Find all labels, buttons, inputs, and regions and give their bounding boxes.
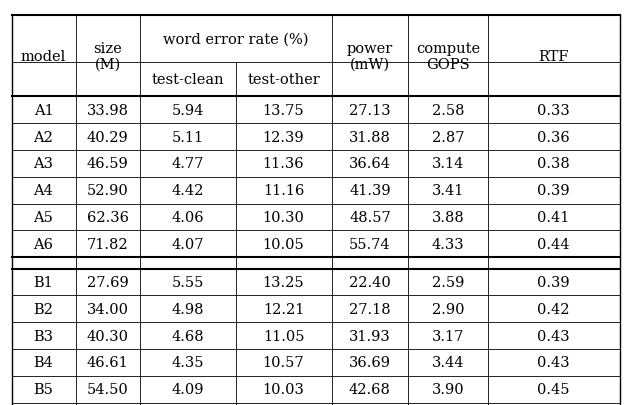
Text: 5.94: 5.94 xyxy=(172,104,204,117)
Text: power
(mW): power (mW) xyxy=(347,42,393,72)
Text: B4: B4 xyxy=(33,356,54,369)
Text: 55.74: 55.74 xyxy=(349,237,391,251)
Text: word error rate (%): word error rate (%) xyxy=(163,32,308,47)
Text: 11.05: 11.05 xyxy=(263,329,304,343)
Text: 0.33: 0.33 xyxy=(537,104,570,117)
Text: 71.82: 71.82 xyxy=(86,237,129,251)
Text: 2.90: 2.90 xyxy=(432,302,464,316)
Text: 48.57: 48.57 xyxy=(349,211,391,224)
Text: A3: A3 xyxy=(33,157,54,171)
Text: 10.03: 10.03 xyxy=(262,382,305,396)
Text: 0.41: 0.41 xyxy=(538,211,570,224)
Text: A5: A5 xyxy=(33,211,54,224)
Text: 4.06: 4.06 xyxy=(172,211,204,224)
Text: 2.87: 2.87 xyxy=(432,130,464,144)
Text: 4.77: 4.77 xyxy=(172,157,204,171)
Text: 3.14: 3.14 xyxy=(432,157,464,171)
Text: 4.07: 4.07 xyxy=(172,237,204,251)
Text: 4.42: 4.42 xyxy=(172,184,204,198)
Text: 10.05: 10.05 xyxy=(262,237,305,251)
Text: 27.18: 27.18 xyxy=(349,302,391,316)
Text: 3.17: 3.17 xyxy=(432,329,464,343)
Text: 0.42: 0.42 xyxy=(538,302,570,316)
Text: A2: A2 xyxy=(33,130,54,144)
Text: 0.43: 0.43 xyxy=(538,329,570,343)
Text: 4.09: 4.09 xyxy=(172,382,204,396)
Text: model: model xyxy=(21,50,66,64)
Text: 10.57: 10.57 xyxy=(262,356,305,369)
Text: 33.98: 33.98 xyxy=(86,104,129,117)
Text: A6: A6 xyxy=(33,237,54,251)
Text: 36.69: 36.69 xyxy=(349,356,391,369)
Text: 0.38: 0.38 xyxy=(537,157,570,171)
Text: 3.41: 3.41 xyxy=(432,184,464,198)
Text: 3.44: 3.44 xyxy=(432,356,464,369)
Text: 11.36: 11.36 xyxy=(262,157,305,171)
Text: 5.55: 5.55 xyxy=(172,275,204,289)
Text: 4.33: 4.33 xyxy=(432,237,464,251)
Text: A4: A4 xyxy=(33,184,54,198)
Text: 0.39: 0.39 xyxy=(538,275,570,289)
Text: size
(M): size (M) xyxy=(93,42,122,72)
Text: A1: A1 xyxy=(34,104,53,117)
Text: 0.43: 0.43 xyxy=(538,356,570,369)
Text: 12.39: 12.39 xyxy=(262,130,305,144)
Text: 2.59: 2.59 xyxy=(432,275,464,289)
Text: compute
GOPS: compute GOPS xyxy=(416,42,480,72)
Text: 46.61: 46.61 xyxy=(86,356,129,369)
Text: 42.68: 42.68 xyxy=(349,382,391,396)
Text: 27.69: 27.69 xyxy=(86,275,129,289)
Text: test-other: test-other xyxy=(247,73,320,87)
Text: B5: B5 xyxy=(33,382,54,396)
Text: B2: B2 xyxy=(33,302,54,316)
Text: 0.44: 0.44 xyxy=(538,237,570,251)
Text: 3.88: 3.88 xyxy=(431,211,465,224)
Text: 31.93: 31.93 xyxy=(349,329,391,343)
Text: 40.29: 40.29 xyxy=(86,130,129,144)
Text: 4.35: 4.35 xyxy=(172,356,204,369)
Text: 2.58: 2.58 xyxy=(432,104,464,117)
Text: 52.90: 52.90 xyxy=(86,184,129,198)
Text: 4.68: 4.68 xyxy=(172,329,204,343)
Text: B1: B1 xyxy=(34,275,53,289)
Text: 62.36: 62.36 xyxy=(86,211,129,224)
Text: 31.88: 31.88 xyxy=(349,130,391,144)
Text: 12.21: 12.21 xyxy=(263,302,304,316)
Text: 27.13: 27.13 xyxy=(349,104,391,117)
Text: 3.90: 3.90 xyxy=(432,382,464,396)
Text: 0.45: 0.45 xyxy=(538,382,570,396)
Text: RTF: RTF xyxy=(538,50,569,64)
Text: 0.39: 0.39 xyxy=(538,184,570,198)
Text: 46.59: 46.59 xyxy=(86,157,129,171)
Text: 36.64: 36.64 xyxy=(349,157,391,171)
Text: test-clean: test-clean xyxy=(151,73,224,87)
Text: 5.11: 5.11 xyxy=(172,130,204,144)
Text: 0.36: 0.36 xyxy=(537,130,570,144)
Text: 22.40: 22.40 xyxy=(349,275,391,289)
Text: 13.75: 13.75 xyxy=(262,104,305,117)
Text: 40.30: 40.30 xyxy=(86,329,129,343)
Text: 11.16: 11.16 xyxy=(263,184,304,198)
Text: 41.39: 41.39 xyxy=(349,184,391,198)
Text: 54.50: 54.50 xyxy=(86,382,129,396)
Text: 13.25: 13.25 xyxy=(262,275,305,289)
Text: B3: B3 xyxy=(33,329,54,343)
Text: 10.30: 10.30 xyxy=(262,211,305,224)
Text: 34.00: 34.00 xyxy=(86,302,129,316)
Text: 4.98: 4.98 xyxy=(172,302,204,316)
